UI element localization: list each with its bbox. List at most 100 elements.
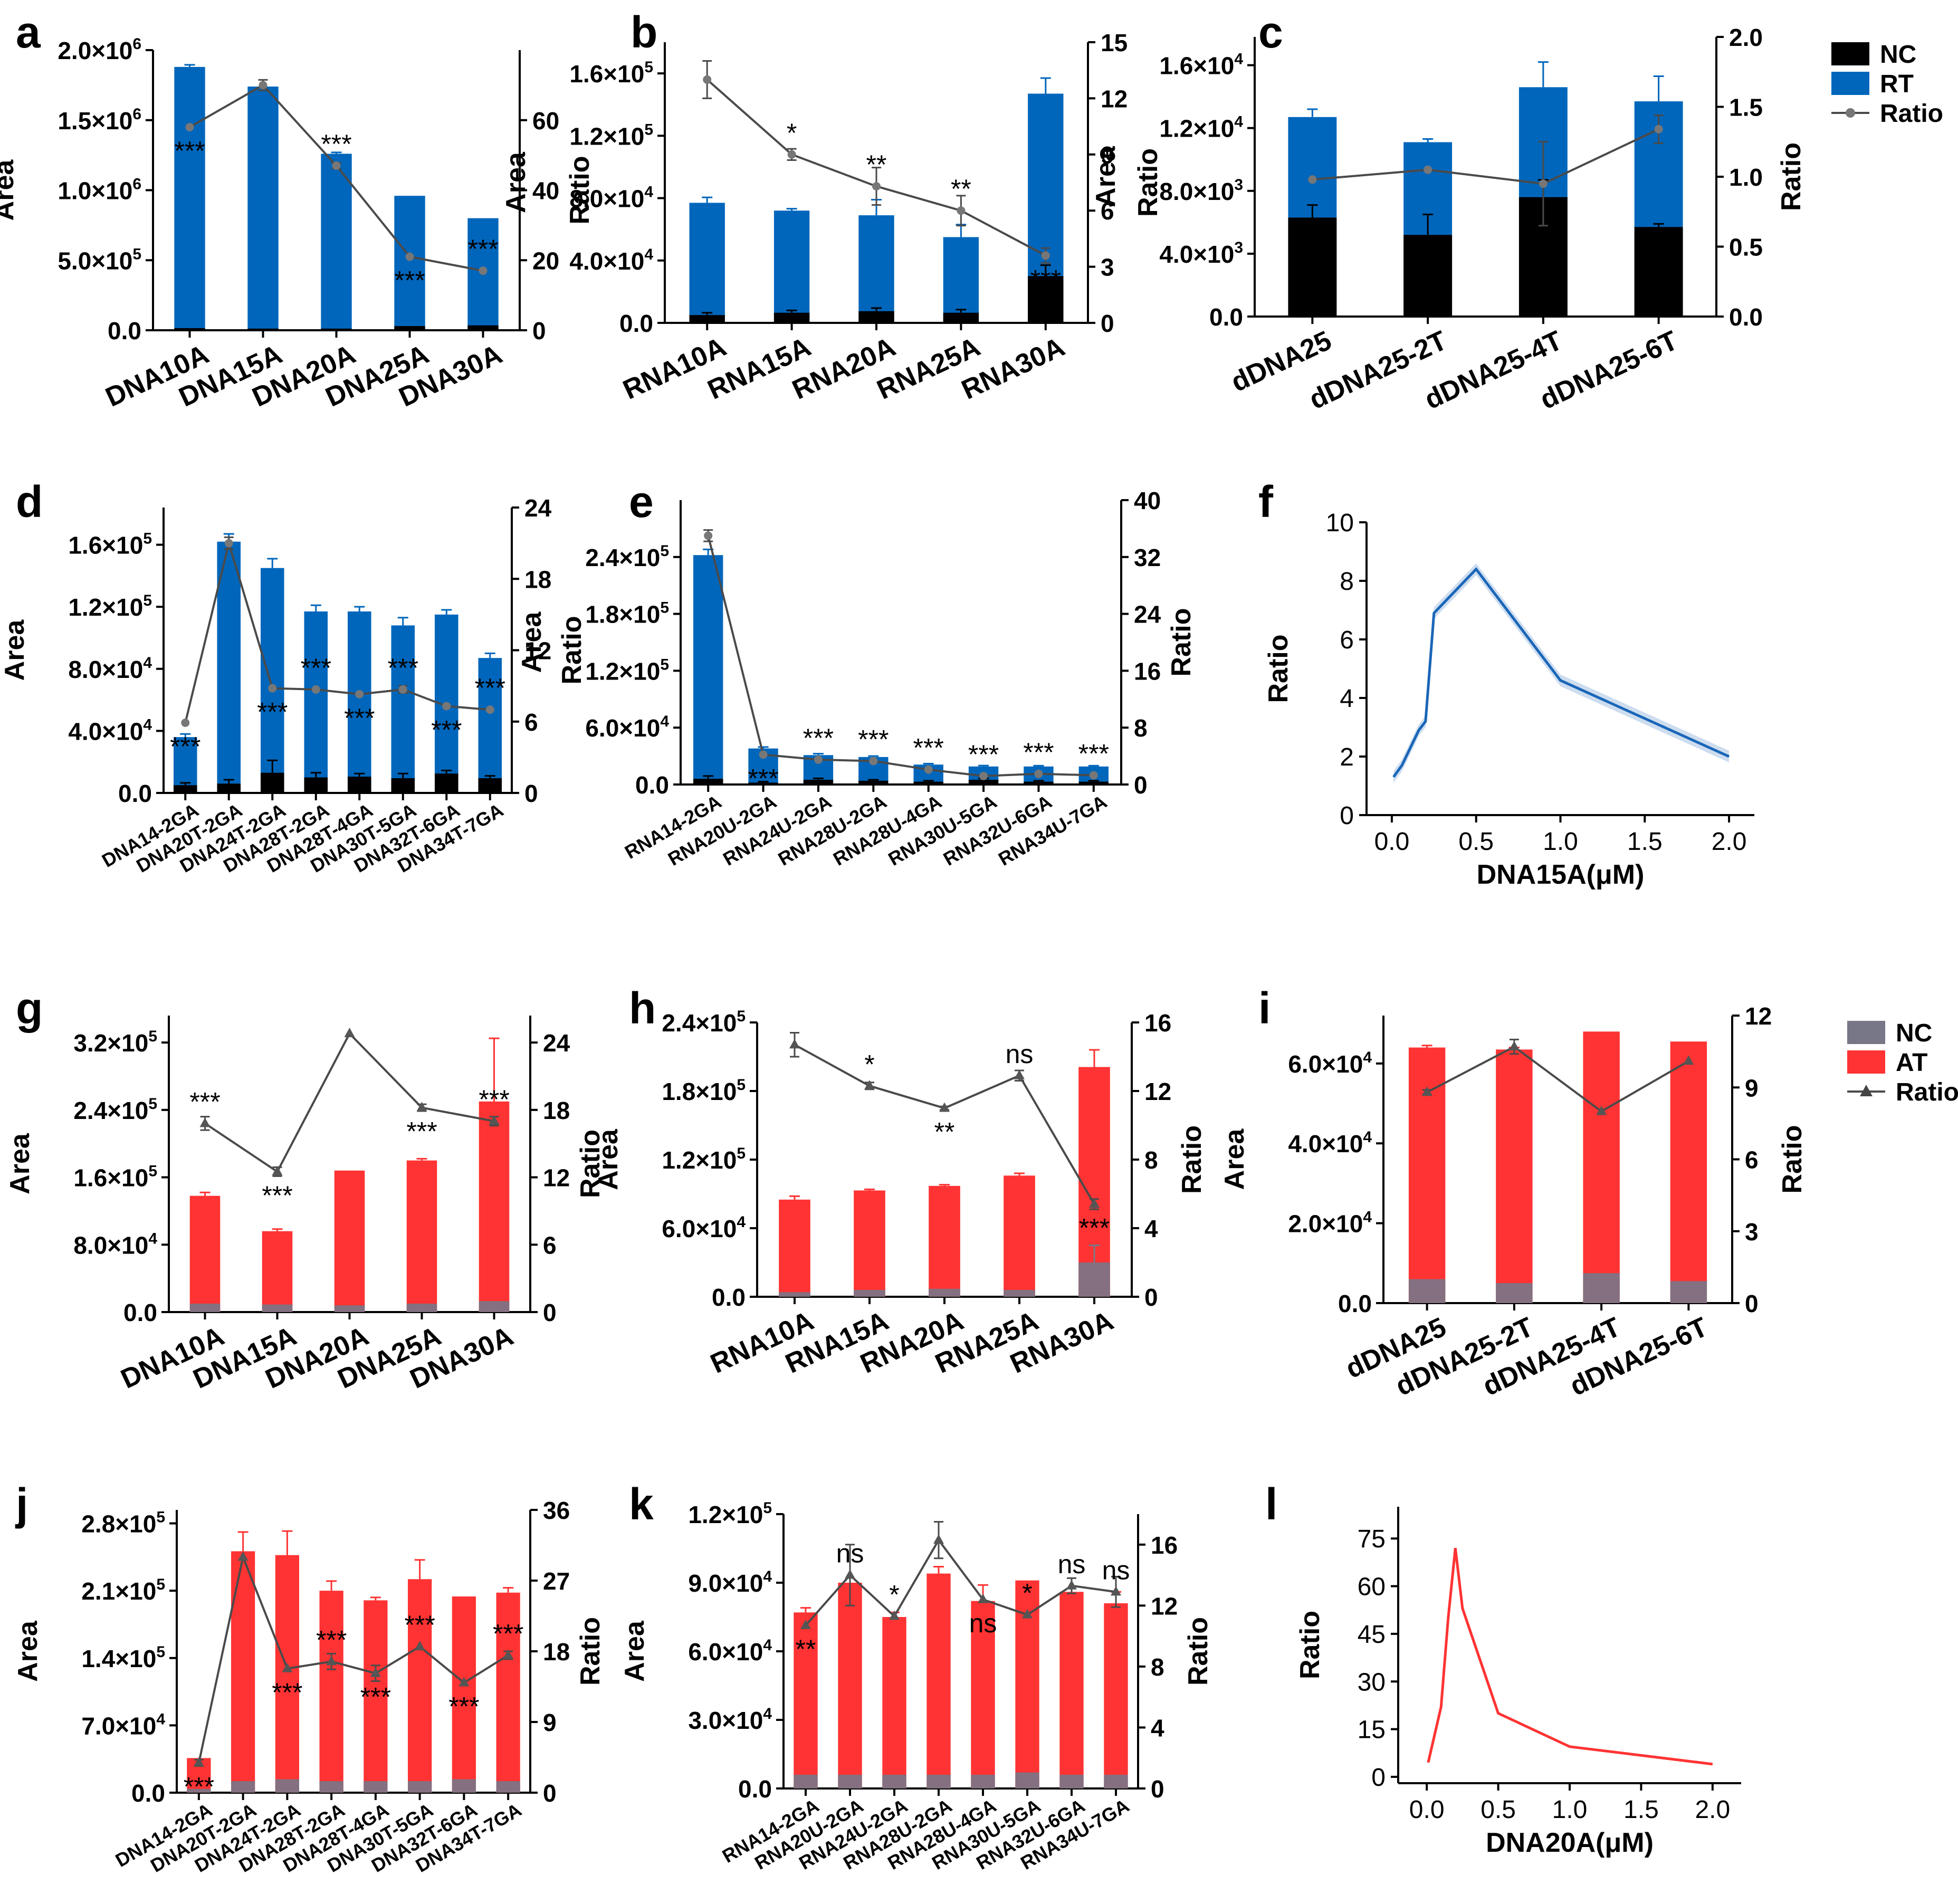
bar-nc-DNA30T-5GA [408,1781,432,1793]
significance-label: *** [301,653,331,683]
ratio-point [1508,1041,1520,1051]
ratio-point [237,1551,249,1561]
bar-nc-DNA30A [467,325,499,330]
significance-label: *** [344,703,375,733]
bar-nc-dDNA25-4T [1583,1273,1620,1303]
y2-tick-label: 4 [1151,1714,1164,1742]
y2-tick-label: 15 [1101,29,1128,56]
bar-total-DNA30T-5GA [408,1579,432,1793]
y-tick-label: 9.0×104 [688,1568,772,1597]
panel-label-c: c [1258,7,1283,57]
x-tick-label: 2.0 [1695,1796,1730,1824]
y2-tick-label: 1.5 [1729,94,1763,121]
y-axis-title: Area [501,151,531,213]
legend-label: RT [1880,70,1914,98]
ratio-point [924,765,933,774]
ratio-point [224,539,233,548]
bar-total-RNA15A [773,211,810,323]
ratio-point [489,1115,500,1125]
ratio-point [1089,1198,1100,1208]
bar-total-DNA20T-2GA [231,1551,255,1793]
y-tick-label: 2.0×106 [58,35,141,64]
bar-nc-RNA25A [1004,1290,1035,1297]
y2-tick-label: 8 [1144,1146,1158,1174]
x-axis-title: DNA15A(μM) [1477,859,1645,890]
significance-label: * [1022,1578,1032,1608]
significance-label: *** [1030,264,1061,294]
bar-nc-RNA32U-6GA [1059,1775,1084,1788]
significance-label: *** [858,725,889,754]
y-axis-title: Area [13,1620,43,1682]
ratio-point [978,1593,988,1603]
bar-total-RNA14-2GA [794,1612,818,1788]
y2-axis-title: Ratio [565,156,595,225]
y-tick-label: 1.2×105 [585,656,669,685]
panel-h: h 0.0 6.0×104 1.2×105 1.8×105 2.4×105 0 4 8 12 16 A… [593,983,1207,1380]
panel-d: d 0.0 4.0×104 8.0×104 1.2×105 1.6×105 0 6 12 18 24… [0,477,587,877]
bar-nc-DNA10A [189,1304,221,1312]
ratio-point [872,182,881,191]
significance-label: ** [796,1634,816,1664]
y2-tick-label: 40 [532,177,559,205]
ratio-point [1421,1086,1432,1096]
bar-nc-DNA28T-2GA [304,777,328,793]
ratio-point [311,685,320,694]
y-tick-label: 2.8×105 [81,1509,165,1538]
legend-label: AT [1896,1049,1927,1077]
bar-nc-DNA15A [247,328,279,330]
bar-total-DNA30A [479,1101,510,1312]
panel-label-h: h [629,983,656,1033]
panel-g: g 0.0 8.0×104 1.6×105 2.4×105 3.2×105 0 6 12 18 24… [5,983,606,1395]
panel-label-f: f [1258,477,1274,527]
ratio-point [181,719,190,728]
ratio-line [204,1031,494,1173]
y2-tick-label: 12 [1101,85,1128,112]
panel-c: c 0.0 4.0×103 8.0×103 1.2×104 1.6×104 0.0 0.5 1.… [1091,7,1807,415]
y2-tick-label: 2.0 [1729,24,1763,51]
ratio-line [1312,128,1659,185]
bar-total-DNA20A [334,1170,365,1312]
ratio-point [704,531,713,540]
y-tick-label: 0.0 [712,1284,746,1311]
y2-tick-label: 0 [532,317,546,345]
bar-nc-DNA20A [321,328,352,330]
y-tick-label: 6.0×104 [1288,1049,1372,1078]
bar-total-DNA34T-7GA [478,658,502,793]
y2-tick-label: 24 [524,494,552,522]
bar-total-RNA34U-7GA [1104,1603,1128,1788]
bar-nc-RNA32U-6GA [1024,781,1054,784]
significance-label: *** [272,1678,302,1707]
ratio-point [199,1117,211,1127]
panel-label-e: e [629,477,654,527]
panel-label-b: b [631,7,657,57]
y2-tick-label: 3 [1101,254,1114,281]
bar-nc-RNA28U-2GA [858,780,889,784]
bar-total-RNA25A [1004,1175,1035,1297]
ratio-point [326,1656,337,1666]
legend-marker [1846,108,1855,118]
bar-total-DNA28T-4GA [364,1600,388,1793]
bar-nc-RNA30U-5GA [968,780,999,784]
y-tick-label: 0 [1340,802,1354,830]
ratio-point [344,1028,355,1038]
y2-tick-label: 12 [543,1164,570,1192]
bar-nc-DNA10A [174,328,205,330]
panel-f: f 0 2 4 6 8 10 0.0 0.5 1.0 1.5 2.0 DNA15A(μM) Ratio [1258,477,1754,890]
ratio-point [442,702,451,711]
y2-tick-label: 0 [1745,1290,1759,1317]
y2-tick-label: 9 [1745,1074,1759,1102]
y2-tick-label: 18 [524,566,551,593]
bar-nc-RNA10A [689,315,725,323]
bar-nc-DNA28T-4GA [347,777,371,793]
bar-nc-RNA28U-4GA [971,1775,995,1788]
bar-total-DNA30T-5GA [391,625,415,793]
significance-label: *** [448,1692,479,1721]
bar-total-RNA10A [779,1199,810,1297]
y-tick-label: 4 [1340,685,1354,713]
significance-label: *** [493,1619,523,1648]
bar-nc-DNA20A [334,1305,365,1312]
y-axis-title: Area [0,159,20,221]
panel-label-k: k [629,1479,654,1529]
bar-total-DNA28T-2GA [319,1591,343,1793]
ratio-point [332,161,341,170]
